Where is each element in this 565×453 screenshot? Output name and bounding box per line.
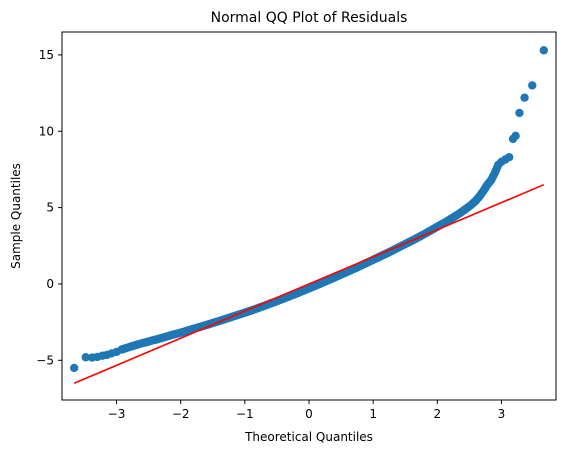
x-axis-label: Theoretical Quantiles [244, 430, 373, 444]
data-point [511, 131, 520, 141]
data-point [515, 108, 524, 118]
y-tick-label: 15 [39, 48, 54, 62]
x-axis-ticks: −3 −2 −1 0 1 2 3 [108, 400, 506, 421]
data-point [520, 93, 529, 102]
y-tick-label: −5 [36, 353, 54, 367]
reference-line [73, 183, 545, 384]
data-point [81, 353, 90, 362]
plot-area [69, 46, 549, 384]
data-point [69, 363, 79, 373]
y-axis-ticks: −5 0 5 10 15 [36, 48, 62, 367]
x-tick-label: −3 [108, 407, 126, 421]
x-tick-label: −1 [236, 407, 254, 421]
data-point [539, 46, 549, 55]
y-tick-label: 5 [46, 201, 54, 215]
y-axis-label: Sample Quantiles [9, 163, 23, 269]
x-tick-label: 2 [433, 407, 441, 421]
data-point [528, 81, 537, 90]
x-tick-label: −2 [172, 407, 190, 421]
x-tick-label: 3 [498, 407, 506, 421]
x-tick-label: 0 [305, 407, 313, 421]
y-tick-label: 10 [39, 124, 54, 138]
x-tick-label: 1 [369, 407, 377, 421]
y-tick-label: 0 [46, 277, 54, 291]
data-point [504, 153, 514, 162]
chart-title: Normal QQ Plot of Residuals [211, 10, 408, 26]
